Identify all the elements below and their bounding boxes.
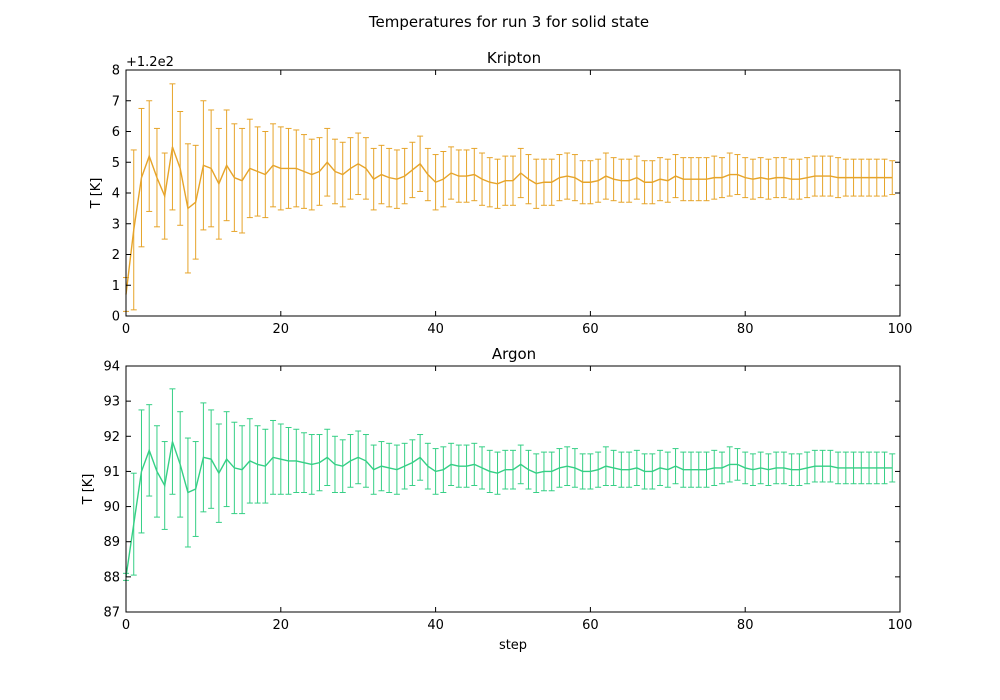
argon-title: Argon: [492, 345, 536, 363]
kripton-ytick-label: 6: [112, 125, 120, 140]
argon-xtick-label: 80: [737, 618, 754, 633]
kripton-ytick-label: 8: [112, 64, 120, 79]
kripton-ytick-label: 2: [112, 248, 120, 263]
kripton-xtick-label: 100: [888, 322, 913, 337]
argon-xtick-label: 20: [273, 618, 290, 633]
kripton-xtick-label: 20: [273, 322, 290, 337]
kripton-xtick-label: 80: [737, 322, 754, 337]
figure-title: Temperatures for run 3 for solid state: [368, 13, 649, 31]
argon-series-line: [125, 441, 893, 577]
kripton-panel: Kripton +1.2e2 T [K] 0 20 40 60 80 100 0 1 2 3 4 5 6…: [89, 49, 912, 337]
kripton-ytick-label: 0: [112, 310, 120, 325]
kripton-xtick-label: 40: [427, 322, 444, 337]
argon-xtick-label: 100: [888, 618, 913, 633]
argon-ytick-label: 88: [103, 570, 120, 585]
kripton-xtick-label: 0: [122, 322, 130, 337]
argon-ylabel: T [K]: [81, 474, 96, 506]
kripton-series-line: [125, 146, 893, 295]
kripton-ytick-label: 7: [112, 94, 120, 109]
kripton-offset-label: +1.2e2: [126, 55, 174, 70]
kripton-xtick-label: 60: [582, 322, 599, 337]
kripton-ytick-label: 1: [112, 279, 120, 294]
argon-ytick-label: 91: [103, 465, 120, 480]
argon-axes-frame: [125, 365, 901, 613]
argon-ytick-label: 87: [103, 606, 120, 621]
argon-ytick-label: 92: [103, 430, 120, 445]
argon-xlabel: step: [499, 638, 527, 653]
kripton-ylabel: T [K]: [89, 178, 104, 210]
kripton-ytick-label: 3: [112, 217, 120, 232]
kripton-ytick-label: 4: [112, 187, 120, 202]
argon-xtick-label: 0: [122, 618, 130, 633]
argon-ytick-label: 94: [103, 360, 120, 375]
argon-ytick-label: 89: [103, 535, 120, 550]
kripton-ytick-label: 5: [112, 156, 120, 171]
kripton-title: Kripton: [487, 49, 541, 67]
argon-ytick-label: 90: [103, 500, 120, 515]
argon-ytick-label: 93: [103, 395, 120, 410]
argon-panel: Argon T [K] step 0 20 40 60 80 100 87 88 89 90 91 9…: [81, 345, 912, 653]
argon-xtick-label: 60: [582, 618, 599, 633]
argon-xtick-label: 40: [427, 618, 444, 633]
